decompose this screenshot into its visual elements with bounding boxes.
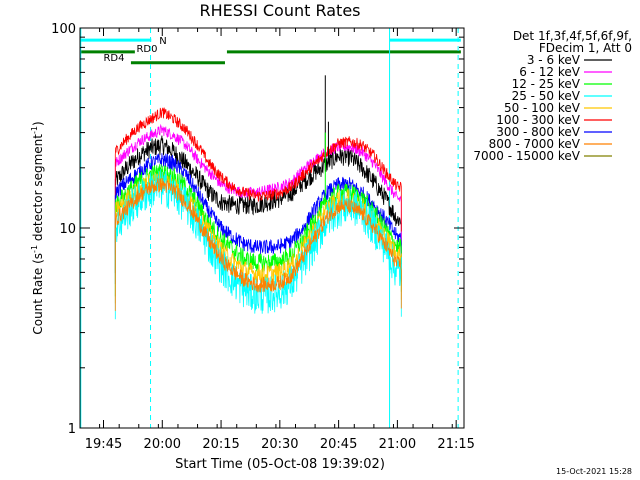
y-axis-label: Count Rate (s-1 detector segment-1) [30,121,45,334]
legend-label-1: 6 - 12 keV [519,65,581,79]
legend-label-2: 12 - 25 keV [512,77,581,91]
chart-title: RHESSI Count Rates [200,1,361,20]
y-tick-label-0: 1 [68,422,76,437]
x-tick-label-6: 21:15 [437,437,474,452]
legend-label-0: 3 - 6 keV [527,53,581,67]
legend-header-line2: FDecim 1, Att 0 [539,41,632,55]
y-axis-label-part3: ) [31,121,45,126]
legend-label-3: 25 - 50 keV [512,89,581,103]
legend-label-8: 7000 - 15000 keV [473,149,580,163]
legend-label-4: 50 - 100 keV [504,101,581,115]
state-bar-label-1: RD0 [136,44,157,55]
x-axis-label: Start Time (05-Oct-08 19:39:02) [175,457,385,472]
series-line-7 [114,177,402,311]
legend-label-7: 800 - 7000 keV [489,137,581,151]
series-line-2 [114,107,402,244]
y-axis-label-sup1: -1 [30,245,39,253]
legend-label-5: 100 - 300 keV [496,113,580,127]
footer-timestamp: 15-Oct-2021 15:28 [556,467,632,476]
series-line-6 [114,169,402,320]
legend: Det 1f,3f,4f,5f,6f,9f, FDecim 1, Att 0 3… [473,29,632,163]
axes: 19:45 20:00 20:15 20:30 20:45 21:00 21:15 1 10 10… [51,22,475,452]
legend-header-line1: Det 1f,3f,4f,5f,6f,9f, [513,29,632,43]
plot-frame [79,27,465,429]
state-bar-label-0: N [159,36,166,47]
data-series [114,75,402,320]
x-tick-label-1: 20:00 [144,437,181,452]
x-tick-label-5: 21:00 [379,437,416,452]
y-tick-label-2: 100 [51,22,76,37]
x-tick-label-2: 20:15 [202,437,239,452]
y-axis-label-sup2: -1 [30,126,39,134]
series-line-0 [114,135,402,274]
legend-label-6: 300 - 800 keV [496,125,580,139]
series-line-3 [114,153,402,284]
x-tick-label-0: 19:45 [85,437,122,452]
y-axis-label-part2: detector segment [31,134,45,245]
x-tick-label-3: 20:30 [261,437,298,452]
state-bar-label-2: RD4 [103,53,124,64]
y-tick-label-1: 10 [59,222,76,237]
y-axis-label-part1: Count Rate (s [31,253,45,335]
x-tick-label-4: 20:45 [320,437,357,452]
